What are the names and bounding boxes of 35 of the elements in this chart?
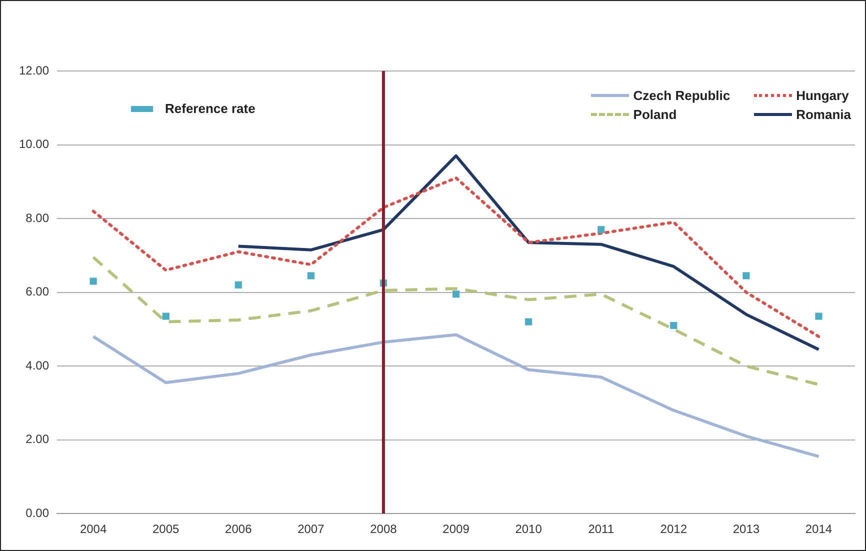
point: [815, 312, 822, 320]
line-series: [92, 176, 820, 338]
y-tick-label: 2.00: [26, 432, 50, 446]
x-tick-label: 2012: [660, 522, 688, 536]
legend-label: Hungary: [796, 88, 849, 103]
x-tick-label: 2011: [588, 522, 614, 536]
x-tick-label: 2013: [732, 522, 760, 536]
y-tick-label: 8.00: [26, 210, 50, 225]
x-tick-label: 2008: [370, 522, 398, 536]
y-tick-label: 6.00: [26, 284, 50, 299]
legend-label: Romania: [796, 107, 851, 122]
x-tick-label: 2010: [515, 522, 542, 536]
legend-label: Reference rate: [165, 101, 256, 116]
point: [307, 272, 314, 280]
point: [742, 272, 750, 280]
x-tick-label: 2007: [298, 522, 325, 536]
x-tick-label: 2009: [442, 522, 470, 536]
y-tick-label: 10.00: [19, 137, 50, 152]
point: [525, 318, 532, 326]
point: [90, 278, 97, 285]
x-tick-label: 2004: [80, 522, 107, 536]
legend-label: Czech Republic: [633, 88, 730, 103]
x-tick-label: 2014: [805, 522, 832, 536]
point: [162, 312, 170, 320]
y-tick-label: 12.00: [19, 63, 50, 78]
y-tick-label: 4.00: [26, 358, 50, 372]
line-series: [92, 256, 820, 386]
point: [452, 290, 460, 298]
point: [670, 322, 678, 330]
legend-label: Poland: [633, 107, 677, 122]
point: [598, 226, 605, 234]
point: [234, 281, 242, 288]
y-tick-label: 0.00: [26, 506, 50, 520]
x-tick-label: 2005: [152, 522, 180, 536]
x-tick-label: 2006: [225, 522, 252, 536]
